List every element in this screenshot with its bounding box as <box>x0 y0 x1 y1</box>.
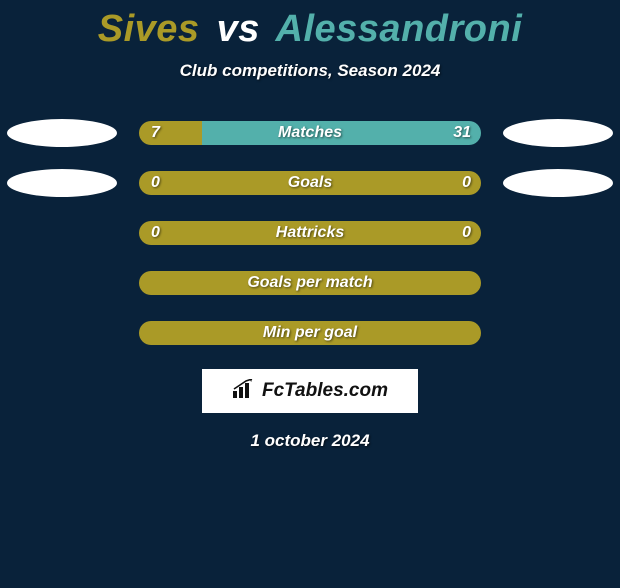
stat-bar: Min per goal <box>139 321 481 345</box>
player-ellipse-right <box>503 169 613 197</box>
stat-left-value: 0 <box>151 224 160 242</box>
stat-label: Min per goal <box>263 324 357 342</box>
stat-label: Hattricks <box>276 224 344 242</box>
stat-left-value: 7 <box>151 124 160 142</box>
stat-row: 0 0 Hattricks <box>0 219 620 247</box>
stat-left-value: 0 <box>151 174 160 192</box>
stat-bar: 0 0 Goals <box>139 171 481 195</box>
stat-label: Goals <box>288 174 332 192</box>
stat-label: Matches <box>278 124 342 142</box>
stat-bar: Goals per match <box>139 271 481 295</box>
player-ellipse-left <box>7 119 117 147</box>
stat-row: 7 31 Matches <box>0 119 620 147</box>
title-player1: Sives <box>98 8 200 50</box>
logo: FcTables.com <box>232 379 388 404</box>
stat-right-value: 0 <box>462 174 471 192</box>
player-ellipse-left <box>7 169 117 197</box>
stat-row: Min per goal <box>0 319 620 347</box>
title-player2: Alessandroni <box>276 8 523 50</box>
stat-right-value: 0 <box>462 224 471 242</box>
stat-rows: 7 31 Matches 0 0 Goals 0 0 Hattricks Goals per ma… <box>0 119 620 347</box>
stat-right-value: 31 <box>453 124 471 142</box>
page-title: Sives vs Alessandroni <box>0 8 620 51</box>
stat-label: Goals per match <box>247 274 372 292</box>
stat-bar: 0 0 Hattricks <box>139 221 481 245</box>
title-vs: vs <box>217 8 260 50</box>
stat-row: Goals per match <box>0 269 620 297</box>
logo-box: FcTables.com <box>202 369 418 413</box>
stat-bar-left-seg <box>139 121 202 145</box>
player-ellipse-right <box>503 119 613 147</box>
subtitle: Club competitions, Season 2024 <box>0 61 620 81</box>
date-label: 1 october 2024 <box>0 431 620 451</box>
stat-row: 0 0 Goals <box>0 169 620 197</box>
stat-bar: 7 31 Matches <box>139 121 481 145</box>
logo-text: FcTables.com <box>262 380 388 402</box>
chart-icon <box>232 379 258 404</box>
